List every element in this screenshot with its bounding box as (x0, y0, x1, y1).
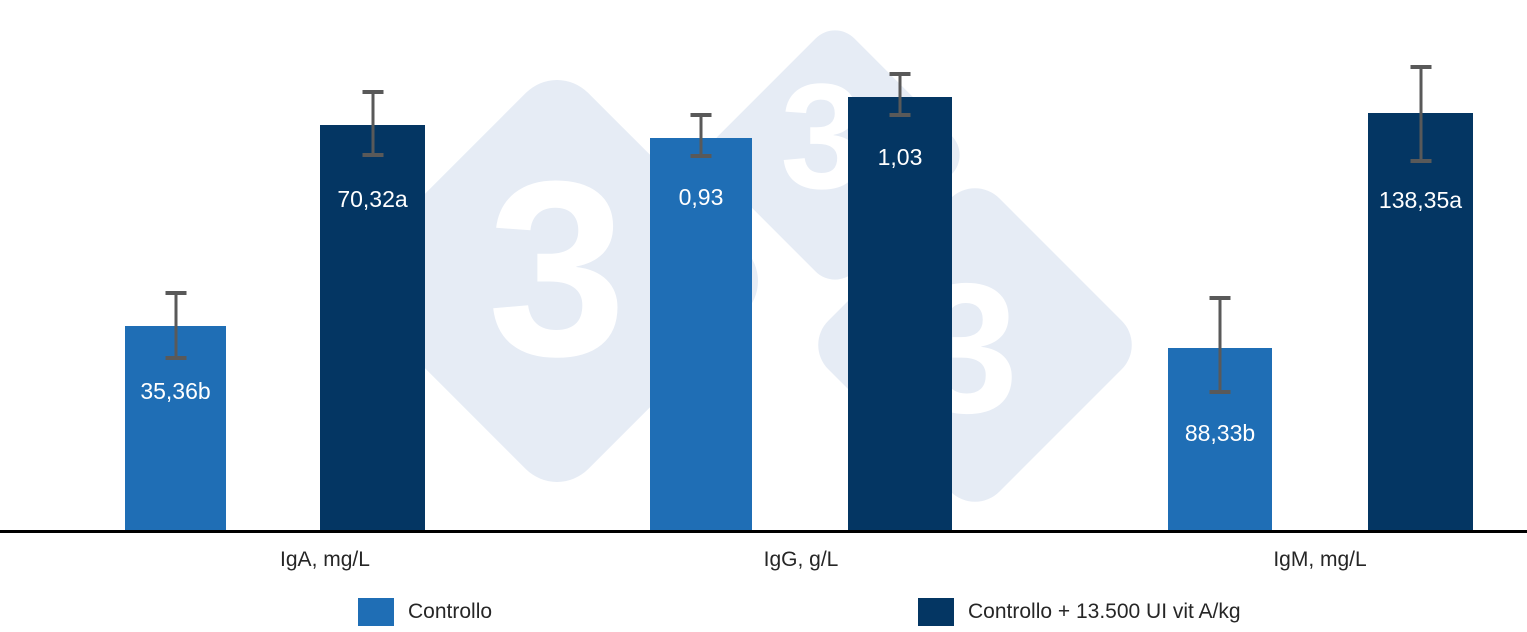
category-label-3: IgM, mg/L (1273, 548, 1367, 571)
error-bar-stem (371, 90, 374, 157)
bar-value-label: 70,32a (337, 186, 408, 212)
error-bar (848, 72, 952, 117)
error-bar-cap-top (889, 72, 911, 76)
error-bar-stem (1419, 65, 1422, 163)
error-bar-cap-top (165, 291, 186, 295)
error-bar-cap-bottom (165, 356, 186, 360)
error-bar-cap-bottom (889, 113, 911, 117)
error-bar-cap-bottom (362, 153, 383, 157)
error-bar-cap-top (1209, 296, 1231, 300)
legend-entry-1[interactable]: Controllo (358, 598, 492, 626)
error-bar-cap-top (690, 113, 712, 117)
bar-value-label: 138,35a (1378, 187, 1463, 213)
error-bar-stem (699, 113, 703, 158)
error-bar (1368, 65, 1473, 163)
legend-swatch-icon (358, 598, 394, 626)
error-bar-stem (174, 291, 177, 360)
bar-value-label: 1,03 (877, 144, 923, 170)
error-bar-cap-top (1410, 65, 1431, 69)
error-bar (1168, 296, 1272, 394)
legend-swatch-icon (918, 598, 954, 626)
error-bar (320, 90, 425, 157)
bar-value-label: 0,93 (678, 184, 724, 210)
error-bar-cap-bottom (1209, 390, 1231, 394)
bar-iga-vita: 70,32a (320, 125, 425, 532)
error-bar-cap-bottom (1410, 159, 1431, 163)
error-bar-stem (898, 72, 902, 117)
bar-value-label: 35,36b (140, 378, 211, 404)
legend-entry-2[interactable]: Controllo + 13.500 UI vit A/kg (918, 598, 1241, 626)
plot-area: 35,36b 70,32a 0,93 1,03 88,33b 138,35a (125, 65, 1473, 532)
legend-label: Controllo (408, 600, 493, 623)
bar-igg-controllo: 0,93 (650, 138, 752, 532)
error-bar-cap-top (362, 90, 383, 94)
error-bar (125, 291, 226, 360)
category-label-1: IgA, mg/L (280, 548, 370, 571)
bar-value-label: 88,33b (1184, 420, 1256, 446)
error-bar (650, 113, 752, 158)
bar-igm-vita: 138,35a (1368, 113, 1473, 532)
x-axis-baseline (0, 530, 1527, 533)
category-label-2: IgG, g/L (763, 548, 839, 571)
error-bar-stem (1218, 296, 1222, 394)
bar-igg-vita: 1,03 (848, 97, 952, 532)
error-bar-cap-bottom (690, 154, 712, 158)
chart-legend: Controllo Controllo + 13.500 UI vit A/kg (0, 598, 1527, 632)
legend-label: Controllo + 13.500 UI vit A/kg (968, 600, 1241, 623)
bar-iga-controllo: 35,36b (125, 326, 226, 532)
